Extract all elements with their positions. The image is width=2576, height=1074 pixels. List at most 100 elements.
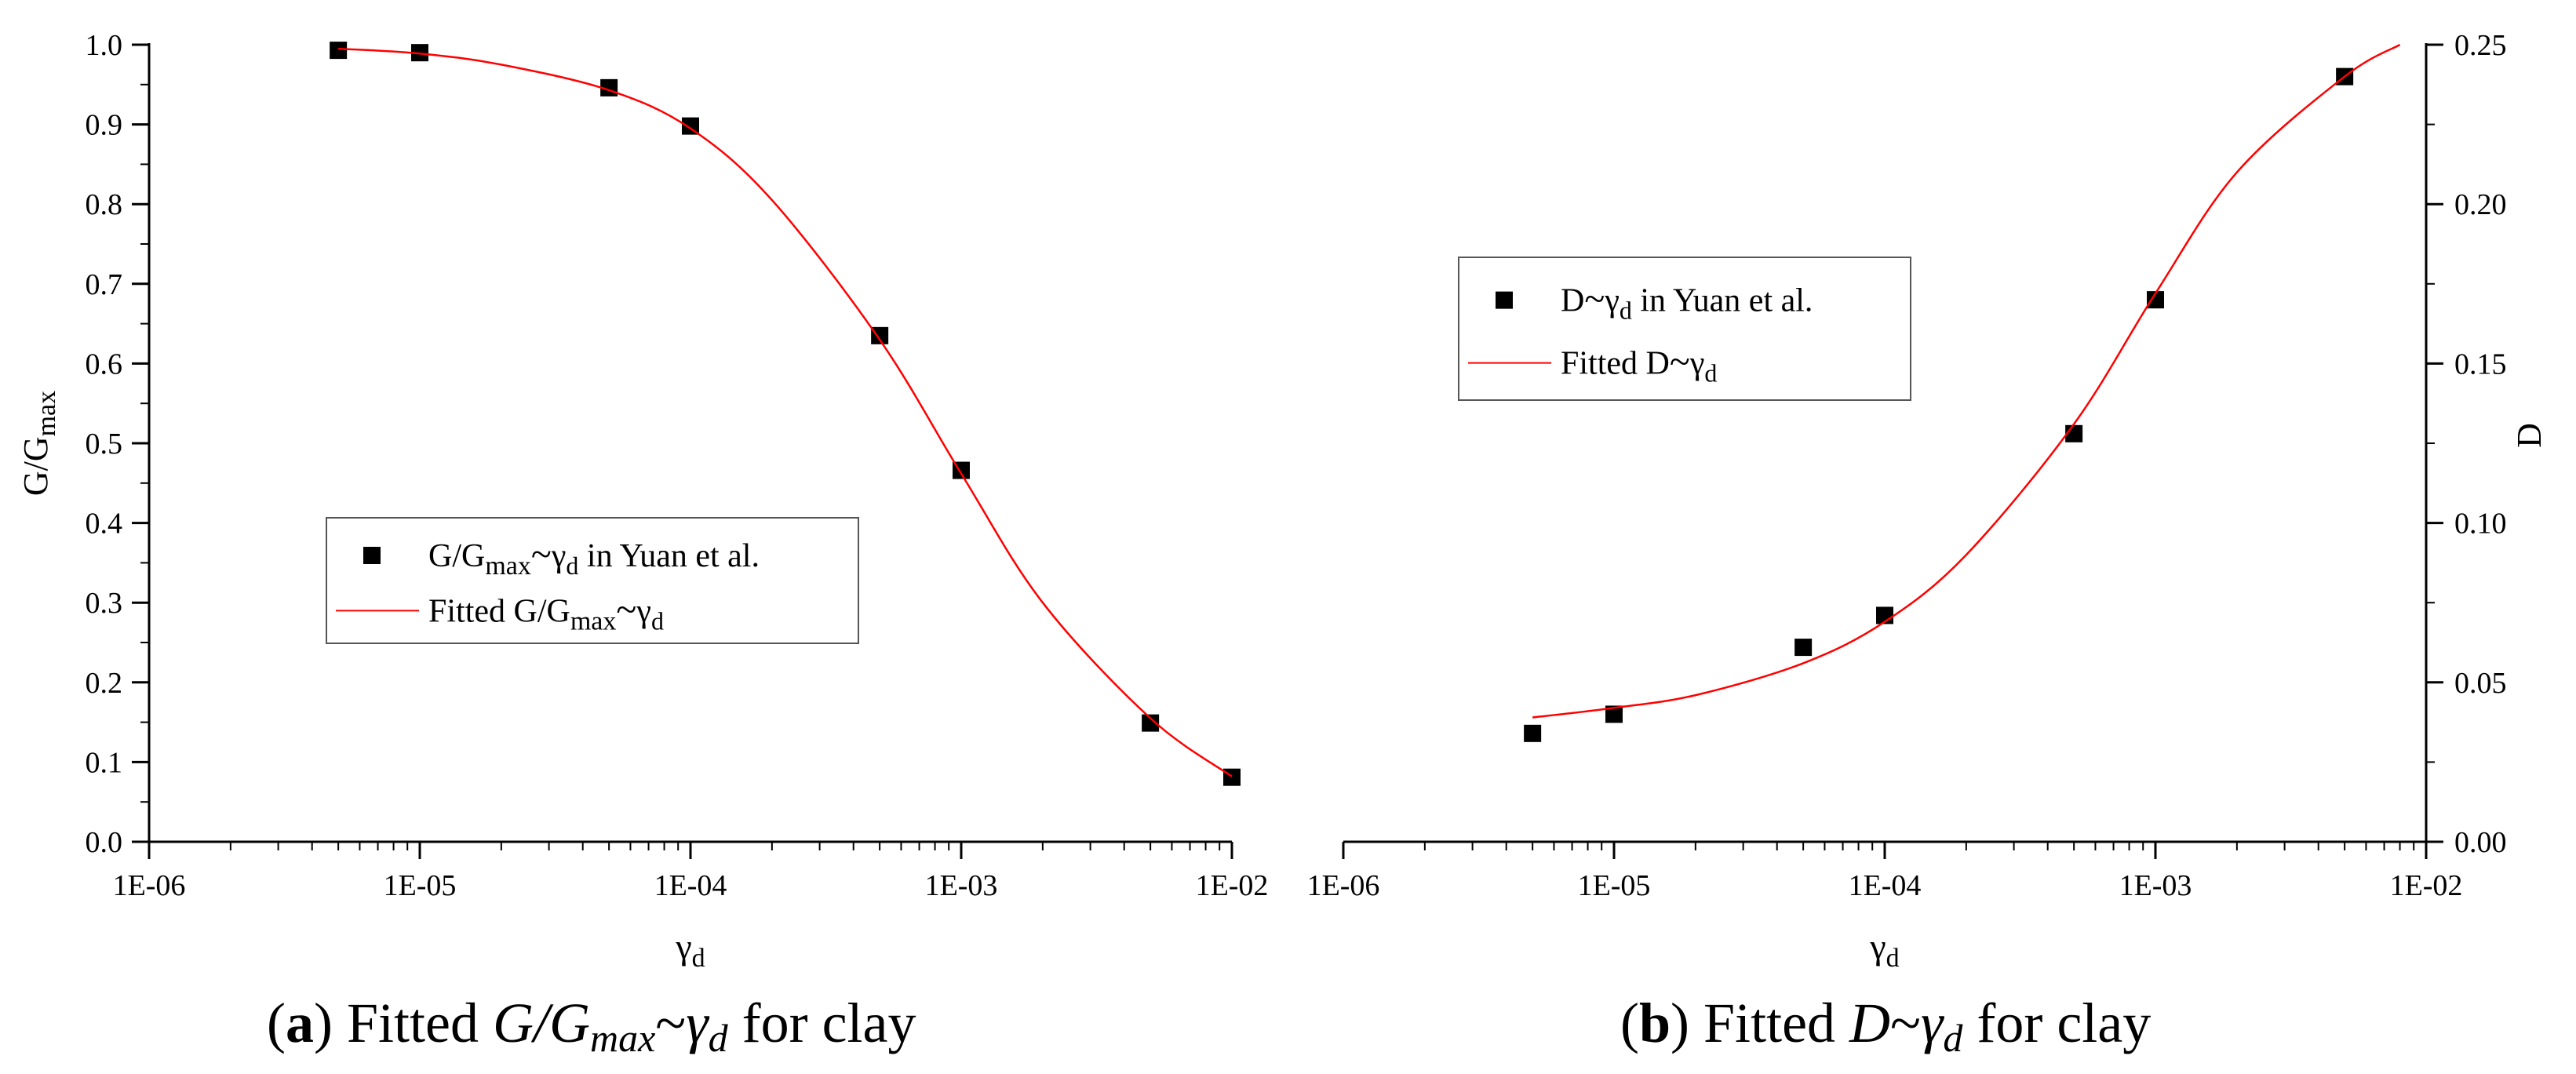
legend-label-gamma: γ xyxy=(1689,346,1705,382)
legend-box xyxy=(1458,257,1911,401)
legend-label-main: D xyxy=(1561,283,1584,319)
legend-label: Fitted G/Gmax~γd xyxy=(428,588,664,635)
y-tick-label: 1.0 xyxy=(86,29,123,62)
caption-paren: ( xyxy=(267,992,286,1054)
y-tick-label: 0.5 xyxy=(86,428,123,461)
legend-box xyxy=(326,517,859,644)
y-tick-label: 0.25 xyxy=(2454,29,2507,62)
data-point-marker xyxy=(2147,291,2164,309)
x-axis-title: γd xyxy=(675,927,705,973)
caption-expr-main: D xyxy=(1849,992,1890,1054)
panel-caption: (b) Fitted D~γd for clay xyxy=(1620,992,2151,1060)
x-axis-title-sub: d xyxy=(1886,944,1900,973)
chart-panel-a: 1E-06 1E-05 1E-04 1E-03 1E-02 0.0 0.1 0.2 0.3 0.4… xyxy=(16,29,1268,1060)
legend-label-gamma-sub: d xyxy=(1620,297,1632,325)
fitted-curve-line xyxy=(1532,43,2401,719)
y-tick-label: 0.10 xyxy=(2454,508,2507,541)
legend-label-sub: max xyxy=(570,606,617,635)
chart-panel-b: 1E-06 1E-05 1E-04 1E-03 1E-02 0.00 0.05 0.10 0.1… xyxy=(1307,29,2549,1060)
x-tick-label: 1E-05 xyxy=(384,869,457,902)
caption-gamma-sub: d xyxy=(1943,1016,1963,1060)
y-tick-label: 0.9 xyxy=(86,109,123,142)
caption-gamma-sub: d xyxy=(709,1016,729,1060)
caption-suffix: for clay xyxy=(728,992,916,1054)
legend-label-head: Fitted xyxy=(1561,346,1646,382)
caption-label: a xyxy=(286,992,314,1054)
legend-label-gamma-sub: d xyxy=(1704,359,1717,388)
caption-tilde: ~ xyxy=(1890,992,1921,1054)
x-axis-title: γd xyxy=(1869,927,1899,973)
y-tick-label: 0.05 xyxy=(2454,667,2507,700)
caption-expr-sub: max xyxy=(590,1016,655,1060)
y-axis-title: D xyxy=(2510,423,2549,448)
legend: G/Gmax~γd in Yuan et al.Fitted G/Gmax~γd xyxy=(326,517,859,644)
x-tick-label: 1E-03 xyxy=(925,869,998,902)
caption-gamma: γ xyxy=(1921,992,1944,1054)
legend-label-tail: in Yuan et al. xyxy=(1632,283,1813,319)
data-point-marker xyxy=(330,42,348,60)
y-tick-label: 0.2 xyxy=(86,667,123,700)
fitted-curve-line xyxy=(338,47,1233,777)
legend-label-main: G/G xyxy=(514,593,570,629)
data-point-marker xyxy=(1605,705,1623,723)
y-axis-title-sub: max xyxy=(32,391,61,437)
legend-label: D~γd in Yuan et al. xyxy=(1561,279,1813,325)
x-tick-label: 1E-02 xyxy=(1196,869,1269,902)
x-tick-label: 1E-06 xyxy=(1307,869,1380,902)
legend-label-main: D xyxy=(1646,346,1670,382)
y-tick-label: 0.4 xyxy=(86,508,123,541)
data-point-marker xyxy=(1794,639,1813,657)
y-axis-title-main: G/G xyxy=(16,436,55,496)
legend-label-gamma-sub: d xyxy=(651,606,664,635)
x-tick-label: 1E-04 xyxy=(654,869,727,902)
legend-marker-square xyxy=(363,547,381,564)
legend-label-head: Fitted xyxy=(428,593,514,629)
y-tick-label: 0.15 xyxy=(2454,348,2507,380)
x-axis-title-sub: d xyxy=(692,944,705,973)
caption-expr-main: G/G xyxy=(493,992,590,1054)
caption-suffix: for clay xyxy=(1962,992,2151,1054)
caption-gamma: γ xyxy=(686,992,709,1054)
legend-label: G/Gmax~γd in Yuan et al. xyxy=(428,533,760,581)
y-axis-title: G/Gmax xyxy=(16,391,61,496)
y-tick-label: 0.6 xyxy=(86,348,123,380)
data-point-marker xyxy=(871,326,889,344)
x-tick-label: 1E-05 xyxy=(1578,869,1651,902)
x-axis-title-main: γ xyxy=(675,927,691,967)
x-tick-label: 1E-02 xyxy=(2390,869,2463,902)
x-tick-label: 1E-06 xyxy=(113,869,186,902)
caption-prefix: Fitted xyxy=(347,992,493,1054)
legend-marker-square xyxy=(1496,291,1513,309)
caption-paren: ( xyxy=(1620,992,1639,1054)
legend-label-gamma: γ xyxy=(636,593,651,629)
legend-label-gamma: γ xyxy=(1604,283,1620,319)
caption-paren: ) xyxy=(314,992,347,1054)
y-tick-label: 0.0 xyxy=(86,826,123,859)
legend-label: Fitted D~γd xyxy=(1561,341,1717,388)
caption-tilde: ~ xyxy=(655,992,686,1054)
legend-label-gamma: γ xyxy=(551,538,567,574)
data-point-marker xyxy=(1223,768,1241,786)
legend-label-tilde: ~ xyxy=(1584,279,1605,320)
panel-caption: (a) Fitted G/Gmax~γd for clay xyxy=(267,992,916,1060)
y-tick-label: 0.8 xyxy=(86,188,123,221)
x-tick-label: 1E-04 xyxy=(1849,869,1922,902)
y-tick-label: 0.7 xyxy=(86,268,123,301)
legend-label-tail: in Yuan et al. xyxy=(578,538,760,574)
legend-label-tilde: ~ xyxy=(1670,341,1690,383)
y-tick-label: 0.00 xyxy=(2454,826,2507,859)
y-tick-label: 0.1 xyxy=(86,746,123,779)
legend-label-tilde: ~ xyxy=(616,588,636,630)
y-tick-label: 0.3 xyxy=(86,587,123,620)
data-point-marker xyxy=(1524,724,1542,742)
legend: D~γd in Yuan et al.Fitted D~γd xyxy=(1458,257,1911,401)
legend-label-sub: max xyxy=(485,552,531,581)
x-tick-label: 1E-03 xyxy=(2119,869,2192,902)
legend-label-gamma-sub: d xyxy=(566,552,578,580)
data-point-marker xyxy=(1142,714,1160,732)
legend-label-main: G/G xyxy=(428,538,485,574)
caption-label: b xyxy=(1639,992,1671,1054)
caption-prefix: Fitted xyxy=(1703,992,1849,1054)
